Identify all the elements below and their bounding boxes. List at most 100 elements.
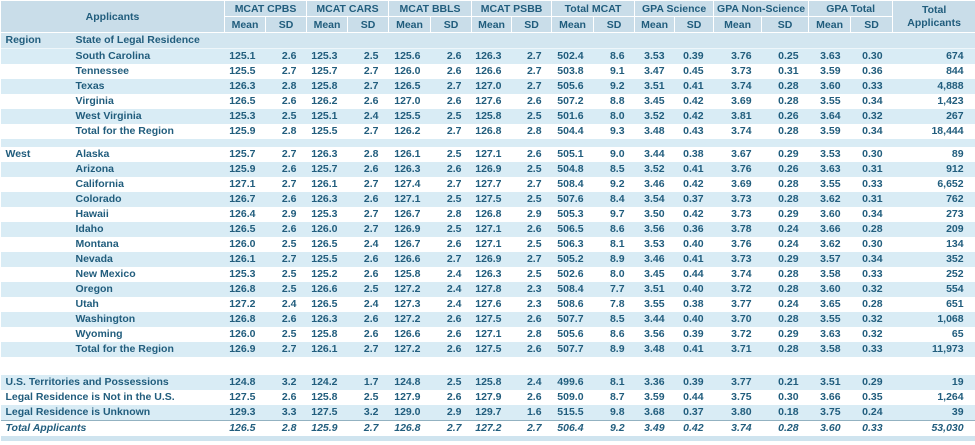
group-header-gpa-non-science: GPA Non-Science xyxy=(713,0,810,17)
table-row: Wyoming 126.0 2.5 125.8 2.6 126.6 2.6 127.1 2.8 5… xyxy=(1,327,975,342)
sd-cell: 2.7 xyxy=(281,178,297,190)
sd-cell: 0.31 xyxy=(778,65,799,77)
mean-cell: 507.6 xyxy=(551,192,594,207)
sd-cell: 0.29 xyxy=(778,148,799,160)
mean-cell: 3.70 xyxy=(713,312,762,327)
sd-cell: 0.18 xyxy=(761,405,809,421)
sd-cell: 2.6 xyxy=(265,162,307,177)
sd-cell: 0.29 xyxy=(778,208,799,220)
total-applicants-header-line1: Total xyxy=(921,3,947,16)
mean-cell: 125.8 xyxy=(311,328,338,340)
mean-cell: 129.7 xyxy=(471,405,512,421)
mean-cell: 3.56 xyxy=(634,222,675,237)
mean-cell: 504.4 xyxy=(557,125,584,137)
mean-cell: 507.2 xyxy=(557,95,584,107)
sd-cell: 0.28 xyxy=(761,342,809,357)
mean-cell: 127.1 xyxy=(388,192,431,207)
mean-cell: 3.51 xyxy=(634,282,675,297)
mean-cell: 502.6 xyxy=(557,268,584,280)
mean-cell: 127.4 xyxy=(394,178,421,190)
mean-cell: 3.74 xyxy=(713,420,762,436)
sd-cell: 0.28 xyxy=(850,222,893,237)
mean-cell: 3.58 xyxy=(808,342,851,357)
mean-cell: 3.71 xyxy=(713,342,762,357)
mean-cell: 125.5 xyxy=(229,65,256,77)
mean-cell: 126.5 xyxy=(311,238,338,250)
sd-cell: 0.45 xyxy=(683,65,704,77)
sd-cell: 3.3 xyxy=(265,405,307,421)
total-applicants-cell: 19 xyxy=(892,375,975,390)
sd-cell: 2.7 xyxy=(363,178,379,190)
row-label: Virginia xyxy=(75,95,114,107)
sd-cell: 2.5 xyxy=(363,391,379,403)
mean-cell: 126.0 xyxy=(394,65,421,77)
sd-cell: 9.8 xyxy=(593,405,635,421)
mean-cell: 126.6 xyxy=(306,282,348,297)
sd-cell: 0.28 xyxy=(862,298,883,310)
mean-cell: 125.7 xyxy=(311,65,338,77)
state-column-label: State of Legal Residence xyxy=(73,32,225,49)
mean-cell: 126.8 xyxy=(224,312,266,327)
region-cell xyxy=(0,342,74,357)
mean-cell: 3.60 xyxy=(808,282,851,297)
table-row: Montana 126.0 2.5 126.5 2.4 126.7 2.6 127.1 2.5 5… xyxy=(1,237,975,252)
total-applicants-cell: 39 xyxy=(892,405,975,421)
region-cell xyxy=(1,297,74,312)
table-row: West Virginia 125.3 2.5 125.1 2.4 125.5 2.5 125… xyxy=(0,109,975,124)
sd-cell: 2.7 xyxy=(363,65,379,77)
table-header: Applicants MCAT CPBS MCAT CARS MCAT BBLS MCA… xyxy=(0,0,975,33)
row-label: Wyoming xyxy=(75,328,123,340)
mean-cell: 3.55 xyxy=(644,298,665,310)
mean-cell: 3.76 xyxy=(713,162,762,177)
sd-cell: 0.24 xyxy=(761,222,809,237)
sd-cell: 0.28 xyxy=(778,125,799,137)
sd-cell: 0.28 xyxy=(778,95,799,107)
sd-cell: 0.33 xyxy=(862,268,883,280)
mean-cell: 127.1 xyxy=(229,178,256,190)
mean-cell: 126.7 xyxy=(394,208,421,220)
mean-cell: 3.76 xyxy=(731,238,752,250)
sd-cell: 2.7 xyxy=(265,252,307,267)
sd-cell: 8.9 xyxy=(593,342,635,357)
sd-cell: 9.2 xyxy=(593,79,635,94)
mean-cell: 504.8 xyxy=(551,162,594,177)
sd-cell: 2.8 xyxy=(281,125,297,137)
region-column-label: Region xyxy=(0,32,74,49)
sd-cell: 2.7 xyxy=(347,222,389,237)
section-filler xyxy=(224,32,975,49)
sd-cell: 2.5 xyxy=(347,48,389,64)
row-label: New Mexico xyxy=(75,268,136,280)
mean-cell: 3.58 xyxy=(820,268,841,280)
mean-cell: 127.5 xyxy=(306,405,348,421)
sd-cell: 0.41 xyxy=(674,342,714,357)
sd-cell: 2.5 xyxy=(265,109,307,124)
row-label: Montana xyxy=(75,238,119,250)
mean-cell: 509.0 xyxy=(557,391,584,403)
mean-cell: 3.73 xyxy=(731,65,752,77)
mean-cell: 127.0 xyxy=(471,79,512,94)
mean-cell: 3.56 xyxy=(644,328,665,340)
sd-cell: 2.9 xyxy=(430,405,472,421)
sd-cell: 0.32 xyxy=(862,328,883,340)
table-bottom-edge-cell xyxy=(0,436,975,441)
sd-cell: 2.7 xyxy=(511,79,552,94)
sd-cell: 1.6 xyxy=(511,405,552,421)
total-applicants-cell: 65 xyxy=(951,328,964,340)
mean-cell: 505.2 xyxy=(551,252,594,267)
total-applicants-cell: 252 xyxy=(946,268,964,280)
group-header-mcat-bbls: MCAT BBLS xyxy=(388,0,473,17)
sd-cell: 0.33 xyxy=(850,342,893,357)
mean-cell: 3.59 xyxy=(644,391,665,403)
mean-cell: 126.5 xyxy=(224,222,266,237)
row-label: Arizona xyxy=(73,162,225,177)
sd-subheader: SD xyxy=(761,16,810,33)
sd-cell: 0.34 xyxy=(862,208,883,220)
sd-cell: 2.5 xyxy=(526,268,542,280)
mean-cell: 126.0 xyxy=(229,328,256,340)
total-applicants-cell: 912 xyxy=(892,162,975,177)
table-row: South Carolina 125.1 2.6 125.3 2.5 125.6 2.6 12… xyxy=(0,48,975,64)
sd-cell: 2.7 xyxy=(430,252,472,267)
mean-cell: 3.48 xyxy=(634,342,675,357)
mean-cell: 129.3 xyxy=(224,405,266,421)
mean-subheader: Mean xyxy=(713,16,763,33)
